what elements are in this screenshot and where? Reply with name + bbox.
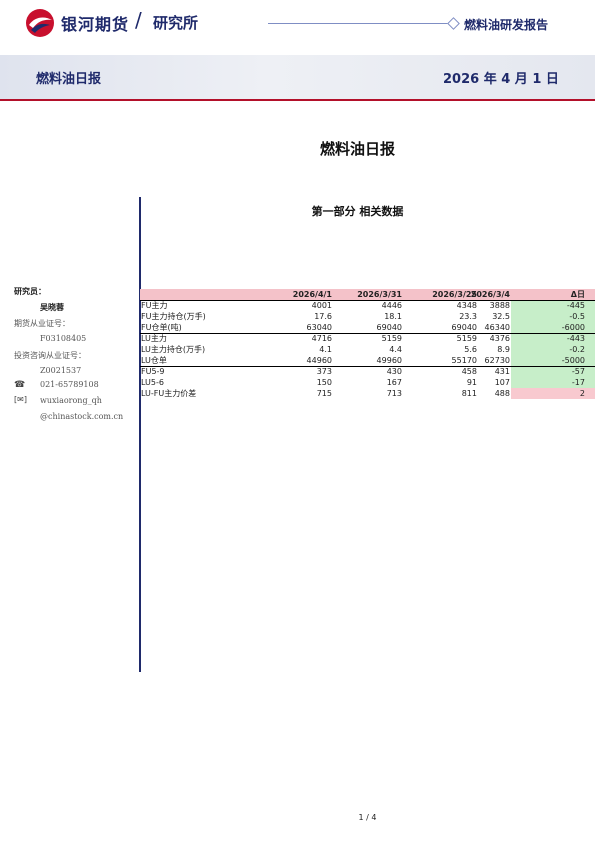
table-cell: 23.3 bbox=[459, 312, 477, 321]
table-cell: -5000 bbox=[511, 355, 595, 366]
document-title: 燃料油日报 bbox=[319, 140, 395, 158]
researcher-label: 研究员： bbox=[14, 287, 46, 296]
table-cell: 373 bbox=[316, 367, 332, 376]
row-label: LU-FU主力价差 bbox=[141, 389, 197, 398]
table-row: LU仓单 44960 49960 55170 62730 -5000 bbox=[140, 355, 595, 366]
table-cell: 69040 bbox=[451, 323, 477, 332]
table-row: LU主力持仓(万手) 4.1 4.4 5.6 8.9 -0.2 bbox=[140, 344, 595, 355]
table-row: FU5-9 373 430 458 431 -57 bbox=[140, 366, 595, 377]
email-line-1: wuxiaorong_qh bbox=[40, 396, 102, 405]
column-header: 2026/3/25 bbox=[432, 290, 477, 299]
row-label: FU主力 bbox=[141, 301, 168, 310]
phone-number: 021-65789108 bbox=[40, 380, 99, 389]
sidebar-divider bbox=[139, 197, 141, 672]
table-cell: 167 bbox=[386, 378, 402, 387]
invest-cert: Z0021537 bbox=[40, 366, 82, 375]
row-label: FU主力持仓(万手) bbox=[141, 312, 206, 321]
table-cell: 4376 bbox=[489, 334, 510, 343]
table-cell: 107 bbox=[494, 378, 510, 387]
table-cell: -17 bbox=[511, 377, 595, 388]
table-cell: -57 bbox=[511, 366, 595, 377]
table-cell: 4001 bbox=[311, 301, 332, 310]
table-cell: 715 bbox=[316, 389, 332, 398]
table-cell: 4.4 bbox=[389, 345, 402, 354]
email-icon: [✉] bbox=[14, 395, 27, 404]
table-cell: 46340 bbox=[484, 323, 510, 332]
galaxy-logo-icon bbox=[26, 9, 54, 37]
table-cell: 32.5 bbox=[492, 312, 510, 321]
table-cell: 44960 bbox=[306, 356, 332, 365]
table-cell: 488 bbox=[494, 389, 510, 398]
futures-cert: F03108405 bbox=[40, 334, 87, 343]
table-cell: -445 bbox=[511, 300, 595, 311]
table-cell: 3888 bbox=[489, 301, 510, 310]
table-cell: 150 bbox=[316, 378, 332, 387]
table-cell: 2 bbox=[511, 388, 595, 399]
table-cell: -6000 bbox=[511, 322, 595, 333]
brand-divider: / bbox=[135, 8, 142, 32]
table-cell: 17.6 bbox=[314, 312, 332, 321]
row-label: LU主力持仓(万手) bbox=[141, 345, 206, 354]
phone-icon: ☎ bbox=[14, 380, 26, 390]
column-header: 2026/3/4 bbox=[470, 290, 510, 299]
table-cell: 5159 bbox=[381, 334, 402, 343]
table-cell: 55170 bbox=[451, 356, 477, 365]
title-banner bbox=[0, 55, 595, 99]
report-type: 燃料油研发报告 bbox=[464, 18, 549, 32]
table-cell: 69040 bbox=[376, 323, 402, 332]
table-cell: 49960 bbox=[376, 356, 402, 365]
table-cell: 63040 bbox=[306, 323, 332, 332]
row-label: LU主力 bbox=[141, 334, 167, 343]
page-number: 1 / 4 bbox=[358, 813, 377, 822]
column-header: 2026/3/31 bbox=[357, 290, 402, 299]
table-separator bbox=[140, 333, 595, 334]
table-row: LU-FU主力价差 715 713 811 488 2 bbox=[140, 388, 595, 399]
brand-name: 银河期货 bbox=[61, 15, 130, 34]
column-header: 2026/4/1 bbox=[292, 290, 332, 299]
table-cell: -443 bbox=[511, 333, 595, 344]
researcher-name: 吴晓蓉 bbox=[40, 303, 64, 312]
table-cell: -0.2 bbox=[511, 344, 595, 355]
table-cell: 430 bbox=[386, 367, 402, 376]
column-header: Δ日 bbox=[570, 290, 585, 299]
table-row: LU主力 4716 5159 5159 4376 -443 bbox=[140, 333, 595, 344]
table-cell: 62730 bbox=[484, 356, 510, 365]
table-cell: 458 bbox=[461, 367, 477, 376]
report-date: 2026 年 4 月 1 日 bbox=[443, 72, 559, 87]
invest-cert-label: 投资咨询从业证号： bbox=[14, 351, 86, 360]
row-label: FU5-9 bbox=[141, 367, 165, 376]
table-cell: 18.1 bbox=[384, 312, 402, 321]
brand-subtitle: 研究所 bbox=[153, 14, 199, 32]
table-cell: 4.1 bbox=[319, 345, 332, 354]
row-label: FU仓单(吨) bbox=[141, 323, 182, 332]
diamond-icon bbox=[447, 17, 460, 30]
table-row: LU5-6 150 167 91 107 -17 bbox=[140, 377, 595, 388]
table-row: FU仓单(吨) 63040 69040 69040 46340 -6000 bbox=[140, 322, 595, 333]
table-cell: 5.6 bbox=[464, 345, 477, 354]
table-cell: 5159 bbox=[456, 334, 477, 343]
section-title: 第一部分 相关数据 bbox=[311, 205, 404, 218]
table-cell: 4446 bbox=[381, 301, 402, 310]
table-cell: 811 bbox=[461, 389, 477, 398]
banner-underline bbox=[0, 99, 595, 101]
table-separator bbox=[140, 366, 595, 367]
table-row: FU主力 4001 4446 4348 3888 -445 bbox=[140, 300, 595, 311]
header-rule bbox=[268, 23, 452, 24]
table-cell: 431 bbox=[494, 367, 510, 376]
table-row: FU主力持仓(万手) 17.6 18.1 23.3 32.5 -0.5 bbox=[140, 311, 595, 322]
table-header-row: 2026/4/1 2026/3/31 2026/3/25 2026/3/4 Δ日 bbox=[140, 289, 595, 300]
table-cell: 91 bbox=[466, 378, 477, 387]
table-cell: 8.9 bbox=[497, 345, 510, 354]
futures-cert-label: 期货从业证号： bbox=[14, 319, 70, 328]
table-separator bbox=[140, 300, 595, 301]
table-cell: 4348 bbox=[456, 301, 477, 310]
row-label: LU5-6 bbox=[141, 378, 164, 387]
page-header: 银河期货 / 研究所 燃料油研发报告 bbox=[0, 0, 595, 46]
table-cell: -0.5 bbox=[511, 311, 595, 322]
banner-title: 燃料油日报 bbox=[36, 72, 102, 87]
table-cell: 713 bbox=[386, 389, 402, 398]
email-line-2: @chinastock.com.cn bbox=[40, 412, 124, 421]
row-label: LU仓单 bbox=[141, 356, 167, 365]
table-cell: 4716 bbox=[311, 334, 332, 343]
